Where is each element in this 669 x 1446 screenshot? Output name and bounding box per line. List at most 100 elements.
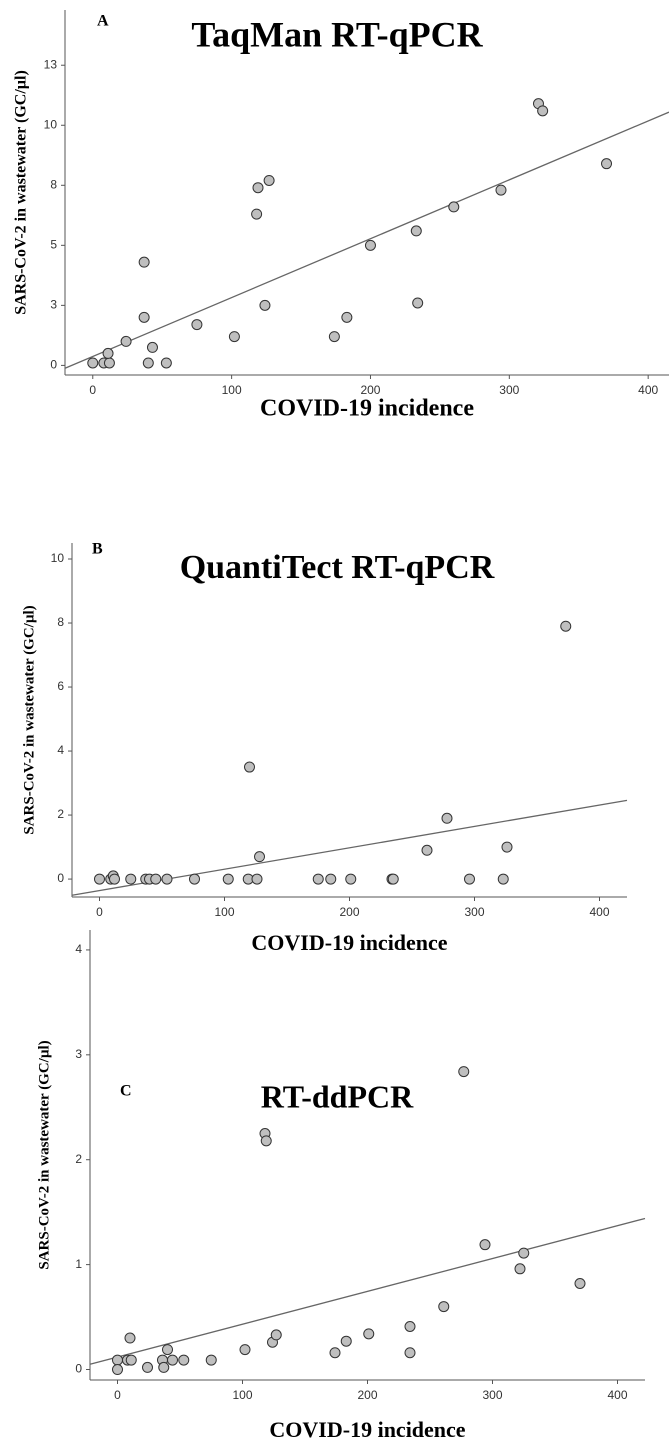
- data-point: [328, 331, 340, 343]
- data-point: [560, 620, 572, 632]
- data-point: [138, 311, 150, 323]
- data-point: [222, 873, 234, 885]
- data-point: [251, 873, 263, 885]
- data-point: [404, 1347, 416, 1359]
- y-tick-label: 5: [50, 238, 57, 252]
- data-point: [497, 873, 509, 885]
- y-tick-label: 0: [57, 871, 64, 885]
- data-point: [263, 174, 275, 186]
- data-point: [464, 873, 475, 885]
- x-tick-label: 0: [114, 1388, 121, 1402]
- data-point: [162, 1344, 173, 1356]
- y-tick-label: 10: [44, 117, 58, 131]
- data-point: [501, 841, 513, 853]
- y-axis-label: SARS-CoV-2 in wastewater (GC/µl): [21, 605, 37, 834]
- data-point: [458, 1066, 470, 1078]
- panel-label: B: [92, 541, 103, 558]
- y-tick-label: 13: [44, 57, 58, 71]
- data-point: [448, 201, 460, 213]
- y-tick-label: 0: [75, 1362, 82, 1376]
- y-tick-label: 8: [50, 177, 57, 191]
- chart-title: TaqMan RT-qPCR: [191, 14, 483, 54]
- data-point: [178, 1354, 190, 1366]
- data-point: [160, 357, 172, 369]
- x-axis-label: COVID-19 incidence: [260, 396, 474, 422]
- data-point: [167, 1354, 178, 1366]
- data-point: [601, 158, 613, 170]
- y-tick-label: 3: [75, 1047, 82, 1061]
- y-tick-label: 4: [75, 942, 82, 956]
- data-point: [142, 357, 154, 369]
- x-tick-label: 400: [589, 905, 609, 919]
- data-point: [189, 873, 200, 885]
- x-tick-label: 0: [96, 905, 103, 919]
- data-point: [514, 1263, 526, 1275]
- regression-line: [89, 1217, 646, 1365]
- data-point: [441, 812, 453, 824]
- data-point: [363, 1328, 375, 1340]
- data-point: [412, 297, 424, 309]
- data-point: [270, 1329, 282, 1341]
- x-tick-label: 200: [357, 1388, 377, 1402]
- x-tick-label: 300: [499, 383, 519, 397]
- y-axis-label: SARS-CoV-2 in wastewater (GC/µl): [13, 70, 30, 315]
- data-point: [574, 1277, 586, 1289]
- data-point: [112, 1364, 123, 1376]
- data-point: [191, 319, 203, 331]
- data-point: [438, 1301, 450, 1313]
- panel-label: A: [97, 13, 109, 30]
- data-point: [345, 873, 357, 885]
- data-point: [364, 239, 376, 251]
- data-point: [120, 335, 132, 347]
- data-point: [103, 357, 115, 369]
- data-point: [251, 208, 263, 220]
- data-point: [325, 873, 337, 885]
- y-tick-label: 4: [57, 743, 64, 757]
- data-point: [518, 1247, 530, 1259]
- data-point: [244, 761, 255, 773]
- regression-line: [64, 111, 669, 369]
- x-tick-label: 100: [214, 905, 234, 919]
- data-point: [138, 256, 150, 268]
- data-point: [146, 341, 158, 353]
- data-point: [205, 1354, 217, 1366]
- x-axis-label: COVID-19 incidence: [269, 1417, 465, 1442]
- data-point: [158, 1361, 170, 1373]
- x-axis-label: COVID-19 incidence: [251, 930, 447, 955]
- data-point: [87, 357, 99, 369]
- x-tick-label: 200: [360, 383, 380, 397]
- data-point: [495, 184, 507, 196]
- chart-title: QuantiTect RT-qPCR: [180, 549, 495, 586]
- x-tick-label: 300: [482, 1388, 502, 1402]
- data-point: [109, 873, 120, 885]
- data-point: [340, 1335, 352, 1347]
- y-axis-label: SARS-CoV-2 in wastewater (GC/µl): [36, 1040, 52, 1269]
- data-point: [125, 1354, 137, 1366]
- data-point: [142, 1361, 153, 1373]
- panel-label: C: [120, 1083, 132, 1100]
- data-point: [228, 331, 240, 343]
- x-tick-label: 400: [638, 383, 658, 397]
- data-point: [254, 851, 265, 863]
- x-tick-label: 100: [232, 1388, 252, 1402]
- data-point: [102, 347, 114, 359]
- data-point: [410, 225, 422, 237]
- x-tick-label: 100: [222, 383, 242, 397]
- data-point: [259, 299, 271, 311]
- y-tick-label: 10: [51, 551, 65, 565]
- y-tick-label: 2: [57, 807, 64, 821]
- y-tick-label: 3: [50, 298, 57, 312]
- data-point: [161, 873, 173, 885]
- data-point: [124, 1332, 136, 1344]
- data-point: [312, 873, 324, 885]
- chart-title: RT-ddPCR: [261, 1078, 414, 1114]
- x-tick-label: 300: [464, 905, 484, 919]
- data-point: [404, 1321, 416, 1333]
- y-tick-label: 6: [57, 679, 64, 693]
- data-point: [252, 182, 264, 194]
- data-point: [341, 311, 353, 323]
- data-point: [260, 1135, 272, 1147]
- y-tick-label: 0: [50, 358, 57, 372]
- data-point: [329, 1347, 341, 1359]
